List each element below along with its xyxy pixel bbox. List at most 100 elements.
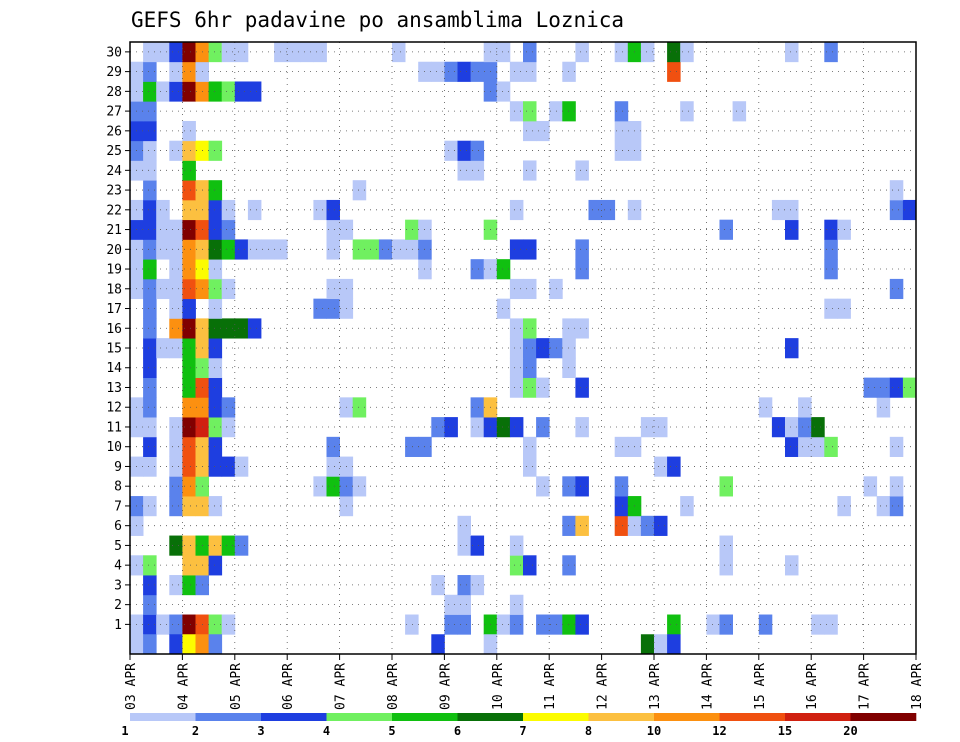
precip-cell — [143, 357, 157, 379]
precip-cell — [313, 476, 327, 497]
precip-cell — [143, 180, 157, 201]
precip-cell — [247, 199, 262, 221]
y-tick-label: 26 — [106, 124, 122, 139]
precip-cell — [208, 417, 223, 438]
precip-cell — [496, 298, 511, 319]
precip-cell — [182, 417, 196, 438]
precip-cell — [575, 476, 589, 497]
x-tick-label: 03 APR — [124, 663, 139, 710]
precip-cell — [392, 42, 406, 63]
precip-cell — [496, 417, 511, 438]
precip-cell — [824, 436, 838, 457]
precip-cell — [169, 496, 183, 517]
precip-cell — [313, 42, 327, 63]
precip-cell — [208, 81, 223, 102]
precip-cell — [575, 377, 589, 398]
precip-cell — [287, 42, 301, 63]
precip-cell — [431, 61, 445, 82]
precip-cell — [667, 456, 681, 477]
precip-cell — [234, 535, 249, 556]
precip-cell — [523, 456, 537, 477]
precip-cell — [182, 81, 196, 102]
precip-cell — [562, 101, 576, 122]
precip-cell — [247, 318, 262, 339]
y-tick-label: 8 — [114, 480, 122, 495]
precip-cell — [169, 634, 183, 655]
precip-cell — [902, 377, 917, 398]
precip-cell — [549, 101, 563, 122]
y-tick-label: 22 — [106, 203, 122, 218]
precip-cell — [143, 239, 157, 260]
precip-cell — [208, 634, 223, 655]
precip-cell — [143, 81, 157, 102]
precip-cell — [575, 160, 589, 181]
y-tick-label: 21 — [106, 223, 122, 238]
precip-cell — [496, 614, 511, 635]
precip-cell — [143, 634, 157, 655]
x-tick-label: 12 APR — [596, 663, 611, 710]
precip-cell — [614, 515, 629, 536]
precip-cell — [405, 219, 419, 240]
precip-cell — [313, 298, 327, 319]
precip-cell — [169, 278, 183, 300]
precip-cell — [444, 594, 458, 615]
precip-cell — [182, 61, 196, 82]
precip-cell — [509, 377, 524, 398]
precip-cell — [234, 456, 249, 477]
precip-cell — [208, 496, 223, 517]
x-tick-label: 14 APR — [700, 663, 715, 710]
precip-cell — [549, 278, 563, 300]
precip-cell — [182, 42, 196, 63]
precip-cell — [326, 199, 340, 221]
precip-cell — [876, 377, 891, 398]
precip-cell — [182, 140, 196, 161]
precip-cell — [640, 634, 655, 655]
precip-cell — [470, 417, 485, 438]
precip-cell — [221, 318, 236, 339]
precip-cell — [824, 219, 838, 240]
precip-cell — [143, 160, 157, 181]
precip-cell — [470, 259, 485, 280]
precip-cell — [444, 140, 458, 161]
precip-cell — [143, 219, 157, 240]
precip-cell — [143, 199, 157, 221]
precip-cell — [523, 555, 537, 576]
precip-cell — [169, 476, 183, 497]
precip-cell — [640, 417, 655, 438]
x-tick-label: 08 APR — [386, 663, 401, 710]
precip-cell — [326, 436, 340, 457]
precip-cell — [169, 338, 183, 359]
precip-cell — [182, 535, 196, 556]
precip-cell — [785, 417, 799, 438]
precip-cell — [143, 417, 157, 438]
precip-cell — [208, 614, 223, 635]
precip-cell — [378, 239, 393, 260]
y-tick-label: 19 — [106, 263, 122, 278]
precip-cell — [889, 180, 904, 201]
precip-cell — [523, 318, 537, 339]
precip-cell — [352, 476, 367, 497]
precip-cell — [143, 614, 157, 635]
legend-label: 12 — [712, 724, 726, 738]
precip-cell — [667, 42, 681, 63]
precip-cell — [509, 555, 524, 576]
legend-label: 7 — [519, 724, 526, 738]
precip-cell — [509, 278, 524, 300]
precip-cell — [509, 199, 524, 221]
precip-cell — [182, 377, 196, 398]
precip-cell — [143, 594, 157, 615]
y-tick-label: 7 — [114, 499, 122, 514]
precip-cell — [156, 219, 170, 240]
precip-cell — [562, 61, 576, 82]
precip-cell — [824, 239, 838, 260]
precip-cell — [143, 278, 157, 300]
y-tick-label: 23 — [106, 184, 122, 199]
precip-cell — [523, 377, 537, 398]
precip-cell — [667, 61, 681, 82]
precip-cell — [601, 199, 616, 221]
precip-cell — [562, 515, 576, 536]
precip-cell — [876, 496, 891, 517]
legend-swatch — [785, 713, 851, 721]
precip-cell — [182, 397, 196, 418]
precip-cell — [536, 338, 550, 359]
